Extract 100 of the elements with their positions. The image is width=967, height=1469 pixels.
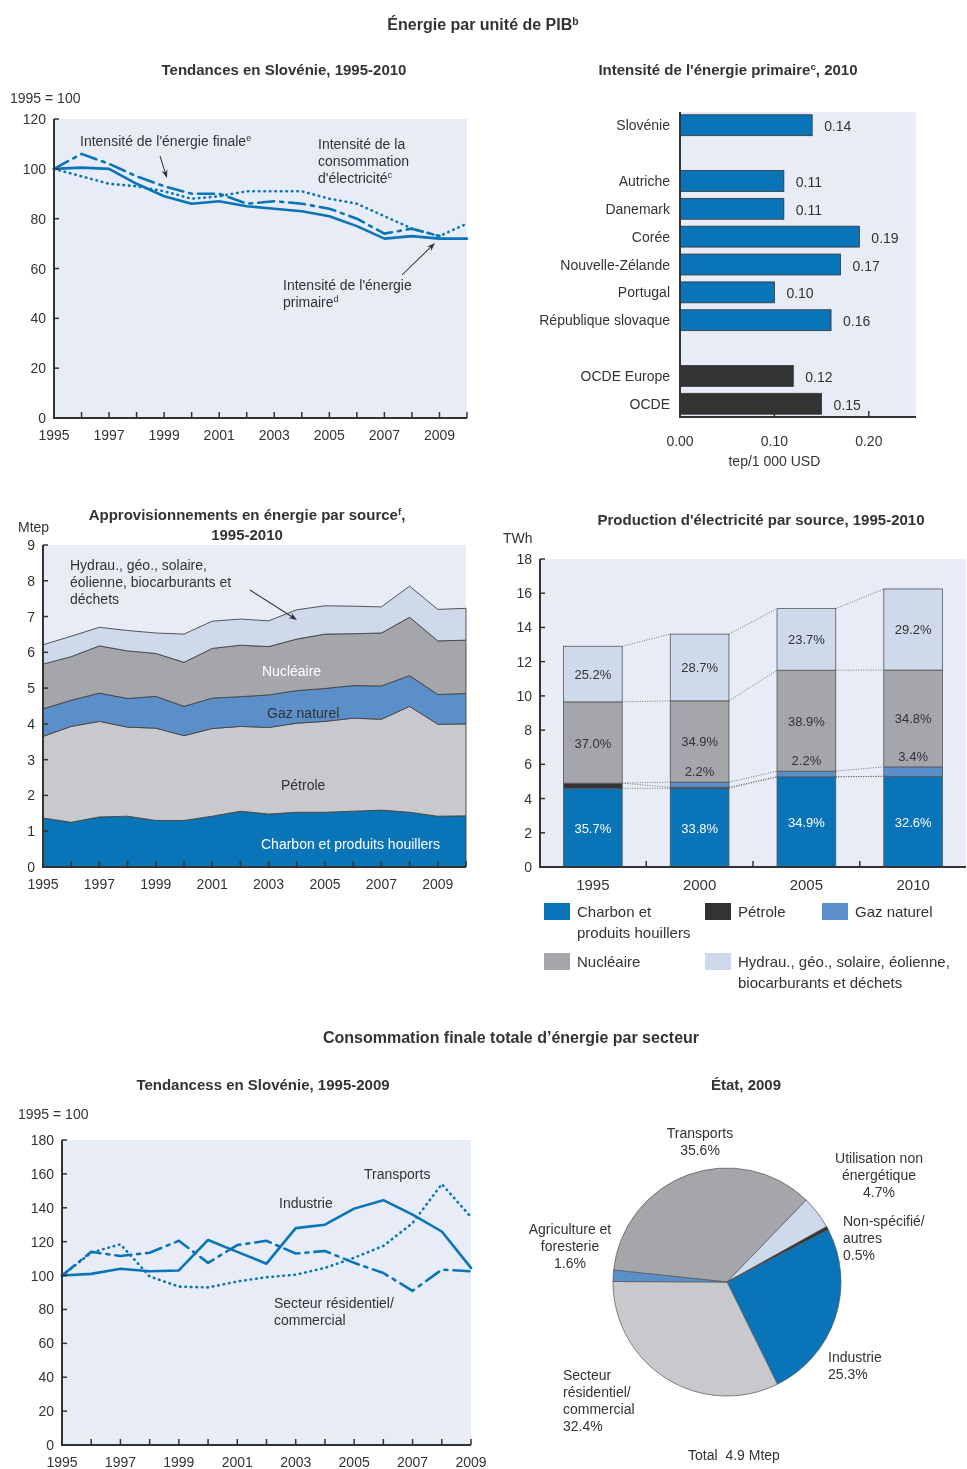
y-tick-label: 18: [516, 551, 533, 567]
y-tick-label: 20: [30, 360, 47, 377]
data-label: 0.5%: [843, 1247, 875, 1263]
x-tick-label: 1999: [163, 1454, 195, 1469]
text: Total 4.9 Mtep: [688, 1447, 781, 1463]
x-tick-label: 2005: [789, 876, 824, 893]
x-tick-label: 0.00: [666, 433, 694, 449]
y-tick-label: 3: [27, 751, 36, 768]
annotation: 28.7%: [681, 660, 719, 676]
annotation: 23.7%: [787, 632, 826, 648]
y-tick-label: 10: [516, 687, 533, 704]
x-tick-label: 2001: [203, 427, 235, 443]
slice-label: Industrie: [828, 1349, 882, 1365]
annotation: 3.4%: [898, 748, 929, 764]
chart-title: Production d'électricité par source, 1995-2010: [597, 511, 925, 528]
data-label: 35.6%: [680, 1142, 720, 1158]
x-tick-label: 2010: [896, 876, 930, 893]
y-tick-label: Autriche: [618, 172, 671, 189]
y-tick-label: 40: [30, 310, 47, 327]
data-label: 25.3%: [828, 1366, 868, 1382]
y-tick-label: 20: [38, 1403, 55, 1420]
y-tick-label: 7: [27, 608, 36, 625]
y-tick-label: 120: [30, 1233, 55, 1250]
x-tick-label: 2007: [368, 427, 401, 443]
data-label: 4.7%: [863, 1184, 895, 1200]
x-tick-label: 1999: [140, 876, 172, 892]
data-label: 0.10: [786, 285, 814, 302]
annotation: 2.2%: [684, 764, 715, 780]
annotation: 29.2%: [894, 622, 933, 638]
annotation: 33.8%: [681, 820, 719, 836]
y-tick-label: 12: [516, 653, 533, 670]
y-tick-label: 80: [30, 210, 47, 227]
y-tick-label: 5: [27, 680, 36, 697]
y-tick-label: 100: [30, 1267, 55, 1284]
x-tick-label: 2005: [313, 427, 346, 443]
annotation: 2.2%: [791, 753, 822, 769]
data-label: 0.17: [852, 257, 880, 274]
data-label: 0.16: [843, 313, 871, 330]
slice-label: Non-spécifié/autres: [843, 1213, 925, 1246]
y-tick-label: République slovaque: [539, 312, 671, 329]
slice-label: Utilisation non énergétique: [835, 1150, 923, 1183]
y-tick-label: 0: [27, 859, 36, 875]
x-tick-label: 0.10: [760, 433, 789, 449]
x-tick-label: 2005: [309, 876, 341, 892]
y-tick-label: 60: [30, 260, 47, 277]
x-tick-label: 0.20: [855, 433, 883, 449]
y-tick-label: 160: [30, 1165, 55, 1182]
y-tick-label: 140: [30, 1199, 55, 1216]
x-tick-label: 2009: [423, 427, 456, 443]
y-axis-title: Mtep: [18, 519, 50, 535]
y-tick-label: 60: [38, 1335, 55, 1352]
data-label: 1.6%: [554, 1255, 586, 1271]
y-tick-label: OCDE Europe: [580, 367, 671, 384]
annotation: 32.6%: [894, 814, 933, 830]
y-axis-title: TWh: [503, 530, 533, 546]
x-tick-label: 1995: [46, 1454, 78, 1469]
x-tick-label: 1995: [576, 876, 610, 893]
x-tick-label: 2007: [365, 876, 398, 892]
data-label: 32.4%: [563, 1418, 603, 1434]
y-tick-label: Nouvelle-Zélande: [560, 256, 671, 273]
annotation: 34.9%: [681, 734, 719, 750]
y-tick-label: 16: [516, 585, 533, 602]
y-tick-label: 14: [516, 619, 533, 636]
y-tick-label: Corée: [631, 228, 671, 245]
x-axis-title: tep/1 000 USD: [728, 453, 821, 469]
x-tick-label: 1997: [93, 427, 125, 443]
y-tick-label: 2: [524, 824, 533, 841]
chart-title: Approvisionnements en énergie par source$^{f}$, 1995-2010: [88, 505, 406, 543]
legend-label: Gaz naturel: [855, 903, 933, 920]
y-tick-label: 8: [27, 572, 36, 589]
data-label: 0.11: [795, 173, 823, 190]
data-label: 0.15: [833, 396, 862, 413]
annotation: 25.2%: [574, 667, 612, 683]
x-tick-label: 2003: [258, 427, 291, 443]
y-tick-label: Slovénie: [616, 117, 671, 134]
series-label: Charbon et produits houillers: [261, 836, 440, 852]
y-tick-label: 9: [27, 537, 36, 553]
y-tick-label: 100: [22, 160, 47, 177]
text: Énergie par unité de PIB$^{b}$: [387, 15, 579, 33]
series-label: Industrie: [279, 1195, 333, 1211]
y-tick-label: 6: [524, 756, 533, 773]
x-tick-label: 1997: [83, 876, 116, 892]
x-tick-label: 1999: [148, 427, 180, 443]
annotation: 34.9%: [787, 814, 826, 830]
x-tick-label: 1995: [38, 427, 70, 443]
y-tick-label: 0: [38, 410, 47, 426]
y-tick-label: 4: [524, 790, 533, 807]
series-label: Intensité de l'énergie finale$^{e}$: [80, 133, 252, 149]
chart-title: Tendances en Slovénie, 1995-2010: [161, 61, 407, 78]
y-tick-label: 120: [22, 111, 47, 127]
slice-label: Agriculture et foresterie: [528, 1221, 612, 1254]
y-tick-label: 0: [46, 1437, 55, 1453]
x-tick-label: 1997: [104, 1454, 137, 1469]
x-tick-label: 2009: [455, 1454, 487, 1469]
y-axis-title: 1995 = 100: [18, 1106, 89, 1122]
x-tick-label: 2009: [422, 876, 454, 892]
text: Consommation finale totale d’énergie par secteur: [322, 1029, 700, 1046]
text: Intensité de l'énergie primaire$^{d}$: [283, 277, 412, 310]
chart-title: Intensité de l'énergie primaire$^{c}$, 2010: [598, 60, 858, 78]
annotation: 37.0%: [574, 735, 612, 751]
